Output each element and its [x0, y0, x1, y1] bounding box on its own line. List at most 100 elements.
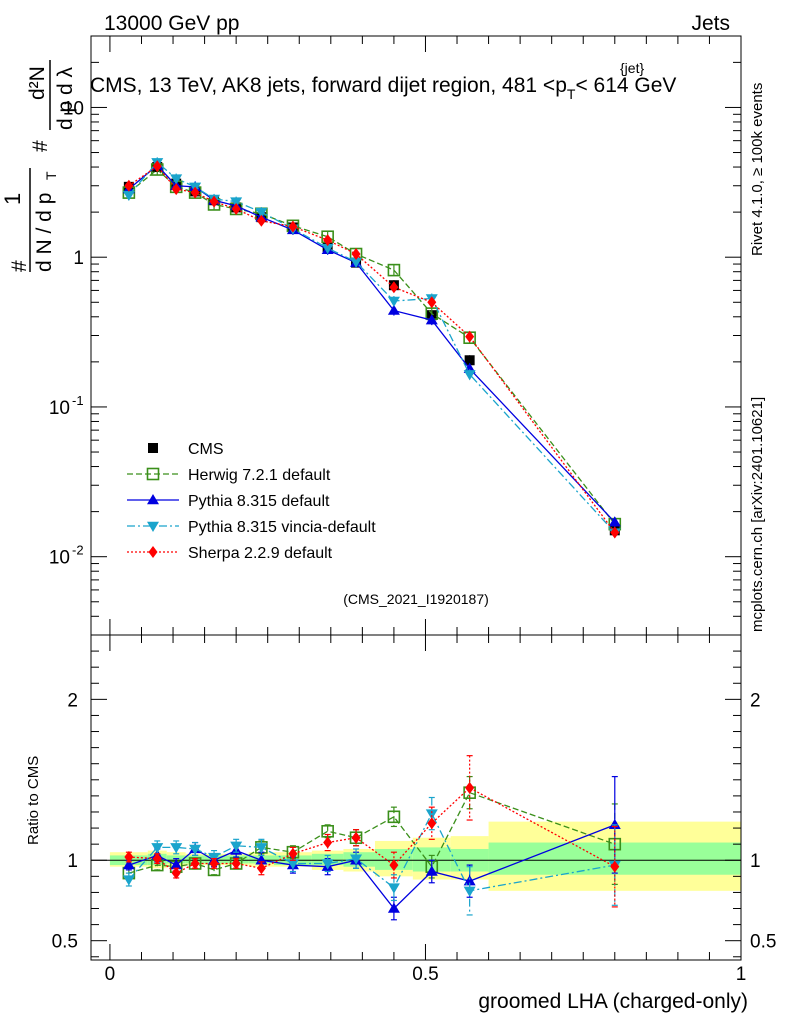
data-point-vincia	[350, 257, 363, 268]
ratio-point-vincia	[170, 843, 183, 854]
legend-label-sherpa: Sherpa 2.2.9 default	[188, 545, 333, 562]
y-tick-label: 10	[63, 98, 84, 119]
ratio-ticks: 0.5 0.51 12 20 0.5 1	[52, 635, 776, 985]
ratio-point-vincia	[350, 854, 363, 865]
data-point-cms	[464, 355, 475, 366]
legend-marker-vincia	[147, 521, 159, 532]
ratio-line-herwig	[128, 791, 616, 874]
ratio-point-pythia	[387, 902, 400, 913]
legend-marker-sherpa	[148, 546, 158, 558]
ratio-uncertainty-bands	[109, 821, 741, 891]
title-sup: {jet}	[620, 60, 644, 76]
y-tick-label: 1	[73, 248, 84, 269]
ratio-point-vincia	[286, 859, 299, 870]
ratio-point-sherpa	[209, 857, 219, 870]
data-point-sherpa	[465, 330, 475, 343]
ratio-y-tick-label: 1	[67, 851, 78, 872]
data-point-sherpa	[209, 195, 219, 208]
legend-marker-herwig	[146, 467, 160, 481]
ratio-line-sherpa	[128, 787, 616, 874]
legend-label-herwig: Herwig 7.2.1 default	[188, 467, 331, 484]
data-point-sherpa	[389, 281, 399, 294]
title-sub: T	[567, 86, 576, 102]
x-axis-label: groomed LHA (charged-only)	[478, 990, 748, 1013]
ratio-point-pythia	[122, 859, 135, 870]
y-label-d2N: d²N	[26, 66, 49, 100]
ratio-point-vincia	[425, 809, 438, 820]
main-series-layer	[122, 157, 622, 539]
ratio-point-vincia	[255, 843, 268, 854]
ratio-y-tick-label-right: 1	[750, 851, 761, 872]
title-post: < 614 GeV	[575, 74, 676, 97]
ratio-point-sherpa	[124, 851, 134, 864]
ratio-y-tick-label: 2	[67, 690, 78, 711]
data-point-vincia	[170, 174, 183, 185]
x-tick-label: 0.5	[412, 964, 438, 985]
data-point-vincia	[255, 207, 268, 219]
main-title: CMS, 13 TeV, AK8 jets, forward dijet reg…	[90, 74, 676, 102]
ratio-y-tick-label-right: 2	[750, 690, 761, 711]
ratio-point-herwig	[387, 810, 401, 824]
y-label-T: T	[43, 171, 59, 180]
ratio-point-sherpa	[190, 857, 200, 870]
ratio-panel: 0.5 0.51 12 20 0.5 1 Ratio to CMS groomed LHA…	[25, 634, 776, 1013]
data-point-vincia	[321, 243, 334, 255]
ratio-frame	[90, 634, 742, 961]
data-point-sherpa	[610, 526, 620, 539]
ratio-point-pythia	[425, 865, 438, 876]
y-label-dN-dpT: d N / d p	[33, 193, 56, 272]
ratio-point-vincia	[321, 859, 334, 870]
ratio-point-vincia	[189, 844, 202, 855]
data-point-sherpa	[323, 234, 333, 247]
ratio-point-sherpa	[171, 867, 181, 880]
x-tick-label: 0	[105, 964, 116, 985]
ratio-y-tick-label-right: 0.5	[750, 932, 776, 953]
legend-marker-pythia	[147, 494, 159, 505]
data-point-sherpa	[231, 202, 241, 215]
ratio-point-vincia	[463, 886, 476, 897]
ratio-point-sherpa	[323, 836, 333, 849]
series-line-sherpa	[128, 165, 616, 533]
data-point-vincia	[122, 190, 135, 202]
data-point-sherpa	[190, 186, 200, 199]
data-point-sherpa	[124, 179, 134, 192]
data-point-sherpa	[427, 296, 437, 309]
ratio-point-sherpa	[465, 781, 475, 794]
ratio-point-pythia	[463, 875, 476, 886]
data-point-vincia	[387, 296, 400, 307]
ratio-point-sherpa	[427, 817, 437, 830]
y-label-dpT-dl: d p d λ	[54, 66, 77, 130]
ratio-point-sherpa	[351, 831, 361, 844]
data-point-vincia	[463, 370, 476, 381]
y-tick-label-exp: -1	[72, 393, 84, 408]
data-point-pythia	[425, 314, 438, 325]
main-y-label: # 1 d N / d p T # d²N d p d λ	[0, 60, 77, 272]
energy-label: 13000 GeV pp	[104, 12, 239, 35]
ratio-point-sherpa	[231, 857, 241, 870]
ratio-point-vincia	[230, 841, 243, 852]
y-label-hash-2: #	[29, 140, 52, 152]
data-point-sherpa	[171, 183, 181, 196]
legend-label-cms: CMS	[188, 441, 224, 458]
data-point-sherpa	[288, 220, 298, 233]
mcplots-label: mcplots.cern.ch [arXiv:2401.10621]	[749, 397, 766, 632]
data-point-vincia	[230, 197, 243, 208]
ratio-line-pythia	[128, 824, 616, 910]
legend: CMS Herwig 7.2.1 default Pythia 8.315 defa…	[127, 441, 376, 562]
data-point-sherpa	[351, 248, 361, 261]
data-point-sherpa	[256, 214, 266, 227]
data-point-sherpa	[152, 160, 162, 173]
y-tick-label: 10	[49, 398, 70, 419]
ratio-point-sherpa	[152, 852, 162, 865]
ratio-point-sherpa	[288, 847, 298, 860]
ratio-point-vincia	[151, 843, 164, 854]
data-point-pythia	[387, 304, 400, 315]
ratio-point-vincia	[387, 883, 400, 894]
x-tick-label: 1	[736, 964, 747, 985]
y-label-one: 1	[0, 193, 25, 205]
jets-label: Jets	[691, 12, 730, 35]
y-label-hash: #	[8, 260, 31, 272]
analysis-id: (CMS_2021_I1920187)	[343, 591, 489, 607]
